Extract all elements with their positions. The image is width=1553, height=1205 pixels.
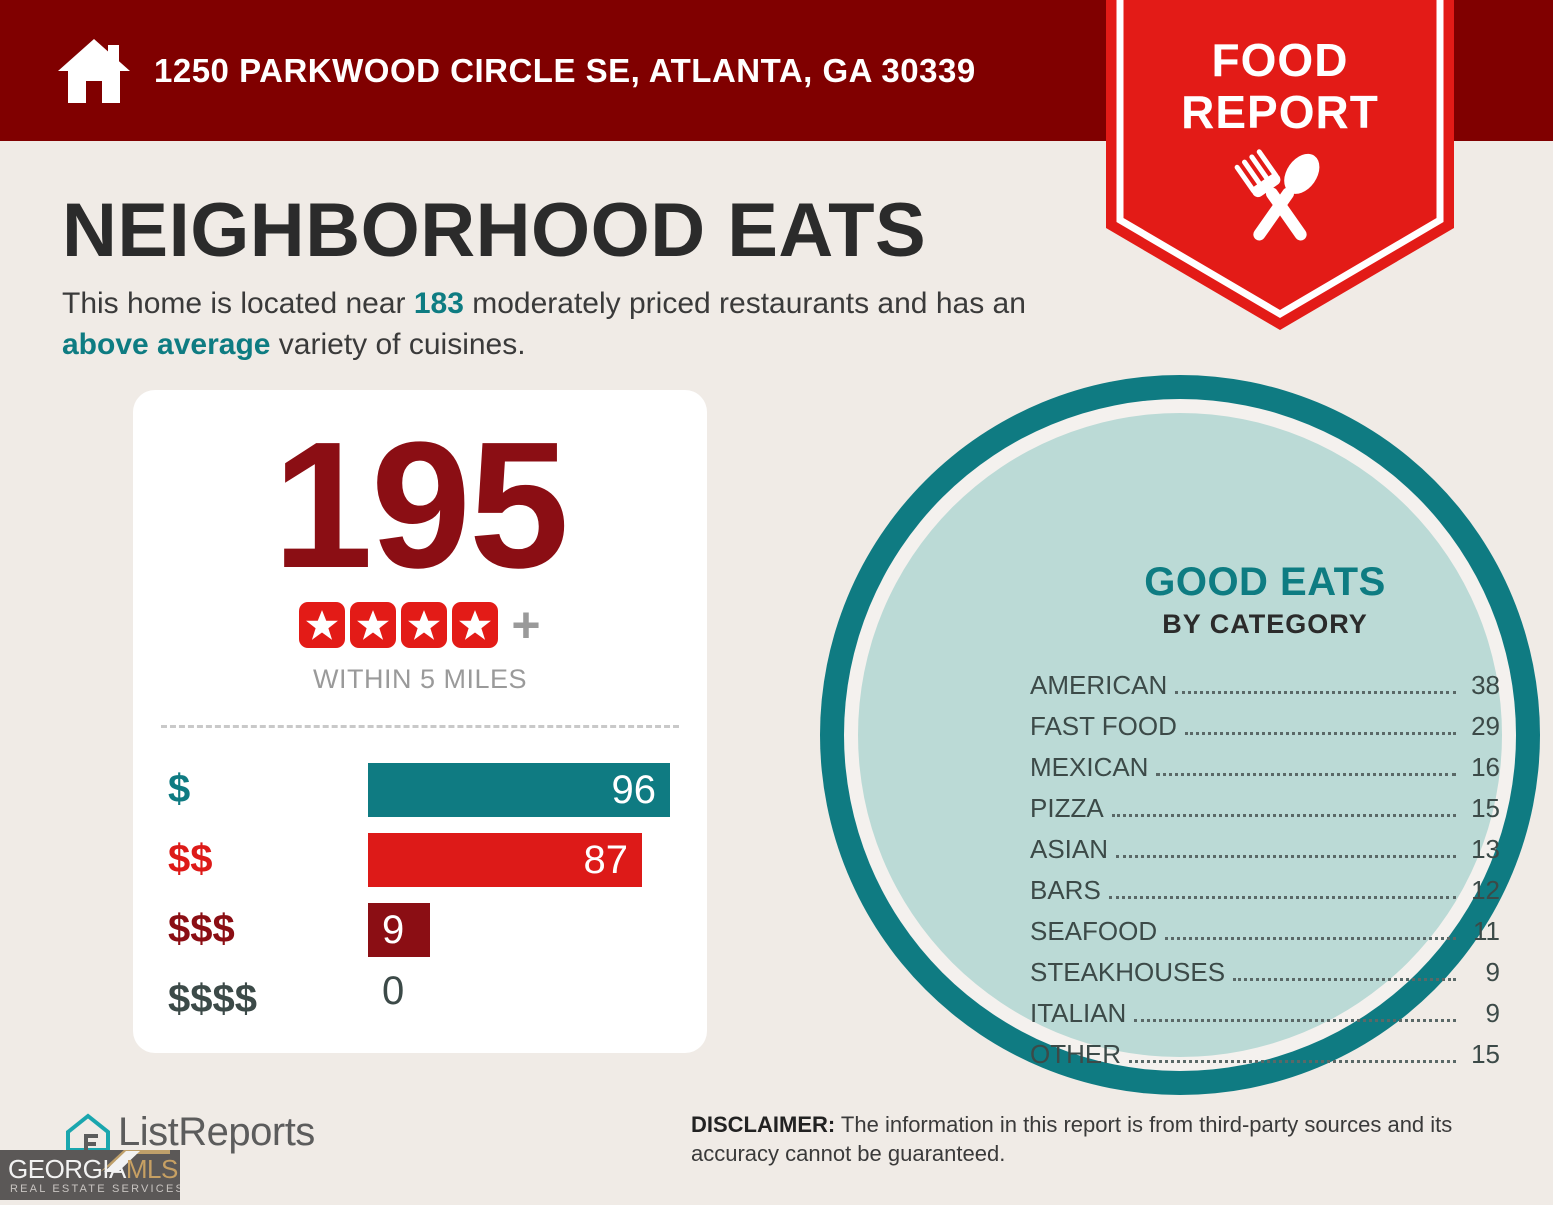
category-name: STEAKHOUSES (1030, 957, 1226, 987)
price-tier-label: $$$$ (168, 976, 257, 1021)
table-row: $$$ 9 (133, 894, 707, 964)
dot-leader (1156, 773, 1456, 776)
list-item: STEAKHOUSES 9 (1030, 957, 1500, 998)
category-name: OTHER (1030, 1039, 1121, 1069)
category-value: 9 (1485, 957, 1500, 987)
good-eats-subtitle: BY CATEGORY (1162, 609, 1368, 639)
food-report-badge: FOOD REPORT (1106, 0, 1454, 330)
list-item: SEAFOOD 11 (1030, 916, 1500, 957)
star-icon (452, 602, 499, 648)
table-row: $$ 87 (133, 824, 707, 894)
mls-mls: MLS (125, 1154, 178, 1184)
restaurant-score: 195 (272, 405, 569, 606)
category-name: SEAFOOD (1030, 916, 1158, 946)
card-divider (161, 725, 679, 728)
bar-track: 87 (368, 824, 707, 894)
list-item: AMERICAN 38 (1030, 670, 1500, 711)
category-value: 13 (1471, 834, 1500, 864)
table-row: $$$$ 0 (133, 964, 707, 1034)
mls-georgia: GEORGIA (8, 1154, 126, 1184)
mls-wordmark: GEORGIAMLS (8, 1154, 178, 1185)
bar-track: 9 (368, 894, 707, 964)
listreports-house-icon (66, 1113, 110, 1152)
dot-leader (1111, 814, 1456, 817)
category-value: 29 (1471, 711, 1500, 741)
subtitle-text-1: This home is located near (62, 287, 414, 320)
subtitle-text-2: moderately priced restaurants and has an (463, 287, 1026, 320)
category-value: 38 (1471, 670, 1500, 700)
star-icon (350, 602, 397, 648)
dot-leader (1184, 732, 1456, 735)
bar-value: 0 (382, 968, 405, 1013)
dot-leader (1108, 896, 1456, 899)
score-caption: WITHIN 5 MILES (312, 664, 528, 694)
good-eats-panel: GOOD EATS BY CATEGORY AMERICAN 38 FAST F… (1030, 560, 1500, 1080)
mls-tagline: REAL ESTATE SERVICES (10, 1183, 180, 1195)
mls-roof-icon (100, 1150, 170, 1172)
category-value: 11 (1473, 916, 1500, 946)
category-name: ASIAN (1030, 834, 1109, 864)
price-tier-label: $ (168, 766, 191, 811)
list-item: PIZZA 15 (1030, 793, 1500, 834)
dot-leader (1134, 1019, 1456, 1022)
bar-value: 87 (583, 837, 629, 882)
plus-icon: + (511, 597, 541, 653)
category-name: MEXICAN (1030, 752, 1149, 782)
listreports-logo: ListReports (62, 1108, 315, 1156)
list-item: ASIAN 13 (1030, 834, 1500, 875)
subtitle-text-3: variety of cuisines. (270, 328, 526, 361)
good-eats-title: GOOD EATS (1144, 560, 1386, 604)
list-item: MEXICAN 16 (1030, 752, 1500, 793)
ring-inner-fill (858, 413, 1502, 1057)
dot-leader (1116, 855, 1456, 858)
dot-leader (1233, 978, 1456, 981)
dot-leader (1165, 937, 1456, 940)
bar-fill: 87 (368, 833, 642, 887)
bar-value: 9 (382, 907, 405, 952)
good-eats-list: AMERICAN 38 FAST FOOD 29 MEXICAN 16 PIZZ… (1030, 670, 1500, 1080)
teal-ring-decoration (820, 375, 1553, 1205)
list-item: ITALIAN 9 (1030, 998, 1500, 1039)
category-value: 15 (1471, 1039, 1500, 1069)
subtitle-variety-rating: above average (62, 328, 271, 361)
table-row: $ 96 (133, 754, 707, 824)
badge-shape (1106, 0, 1454, 330)
subtitle-restaurant-count: 183 (413, 287, 464, 320)
category-name: AMERICAN (1030, 670, 1168, 700)
disclaimer-text: The information in this report is from t… (691, 1112, 1453, 1166)
home-icon (58, 38, 130, 103)
bar-fill: 9 (368, 903, 430, 957)
price-tier-chart: $ 96 $$ 87 $$$ 9 $$$$ (133, 754, 707, 1034)
listreports-name: ListReports (118, 1109, 315, 1154)
category-value: 16 (1471, 752, 1500, 782)
list-item: OTHER 15 (1030, 1039, 1500, 1080)
score-card: 195 + WITHIN 5 MILES $ 96 $$ (133, 390, 707, 1053)
category-value: 12 (1471, 875, 1500, 905)
list-item: FAST FOOD 29 (1030, 711, 1500, 752)
property-address: 1250 PARKWOOD CIRCLE SE, ATLANTA, GA 303… (154, 51, 976, 89)
page-subtitle: This home is located near 183 moderately… (62, 283, 1092, 365)
disclaimer-label: DISCLAIMER: (691, 1112, 836, 1137)
disclaimer: DISCLAIMER: The information in this repo… (691, 1110, 1491, 1168)
bar-track: 0 (368, 964, 707, 1034)
bar-track: 96 (368, 754, 707, 824)
price-tier-label: $$$ (168, 906, 235, 951)
category-name: FAST FOOD (1030, 711, 1177, 741)
price-tier-label: $$ (168, 836, 213, 881)
bar-fill: 96 (368, 763, 670, 817)
category-name: ITALIAN (1030, 998, 1127, 1028)
page-title: NEIGHBORHOOD EATS (62, 188, 927, 273)
category-value: 9 (1485, 998, 1500, 1028)
bar-value: 96 (611, 767, 657, 812)
category-name: BARS (1030, 875, 1101, 905)
dot-leader (1129, 1060, 1456, 1063)
list-item: BARS 12 (1030, 875, 1500, 916)
category-value: 15 (1471, 793, 1500, 823)
star-rating: + (133, 597, 707, 653)
category-name: PIZZA (1030, 793, 1104, 823)
star-icon (299, 602, 346, 648)
georgia-mls-logo: GEORGIAMLS REAL ESTATE SERVICES (0, 1150, 180, 1200)
dot-leader (1175, 691, 1456, 694)
star-icon (401, 602, 448, 648)
